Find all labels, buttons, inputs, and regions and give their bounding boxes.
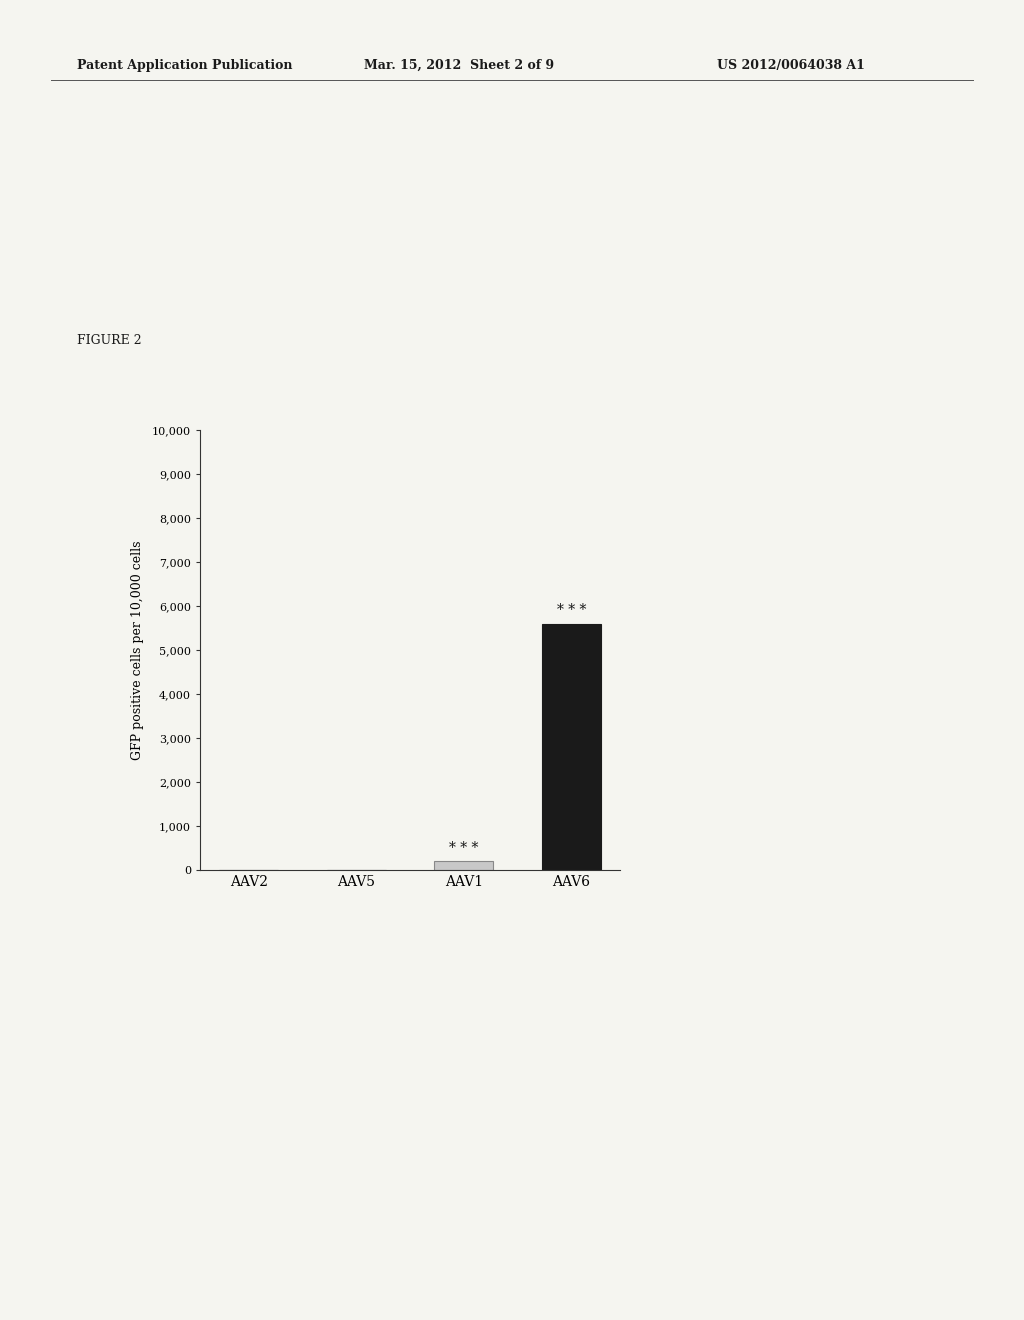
Text: * * *: * * *: [557, 603, 586, 616]
Y-axis label: GFP positive cells per 10,000 cells: GFP positive cells per 10,000 cells: [130, 540, 143, 760]
Text: * * *: * * *: [450, 841, 478, 854]
Text: Patent Application Publication: Patent Application Publication: [77, 58, 292, 71]
Text: Mar. 15, 2012  Sheet 2 of 9: Mar. 15, 2012 Sheet 2 of 9: [364, 58, 554, 71]
Text: US 2012/0064038 A1: US 2012/0064038 A1: [717, 58, 864, 71]
Text: FIGURE 2: FIGURE 2: [77, 334, 141, 346]
Bar: [434, 861, 494, 870]
Bar: [542, 623, 601, 870]
